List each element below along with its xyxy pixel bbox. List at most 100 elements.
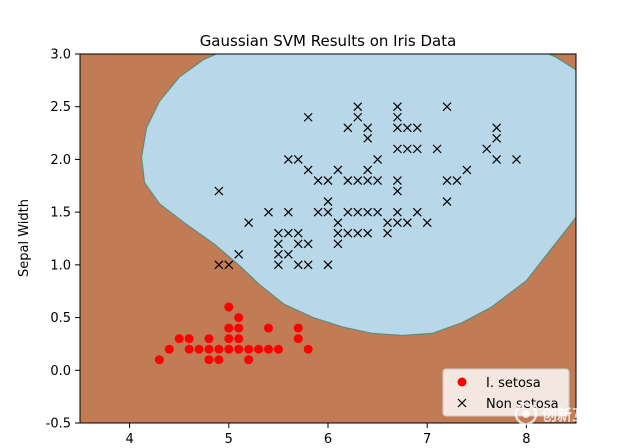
non-setosa-point (363, 123, 373, 133)
y-tick-label: 2.0 (50, 153, 71, 168)
setosa-point (154, 355, 164, 365)
non-setosa-point (323, 207, 333, 217)
setosa-point (204, 334, 214, 344)
non-setosa-point (422, 218, 432, 228)
non-setosa-point (363, 165, 373, 175)
non-setosa-point (303, 165, 313, 175)
non-setosa-point (402, 144, 412, 154)
non-setosa-point (393, 144, 402, 154)
setosa-point (214, 344, 224, 354)
watermark-logo: 创新互联 (514, 402, 603, 426)
non-setosa-point (482, 144, 492, 154)
non-setosa-point (303, 239, 313, 249)
setosa-point (214, 355, 224, 365)
setosa-point (293, 334, 303, 344)
y-axis: -0.5 0.0 0.5 1.0 1.5 2.0 2.5 3.0 (46, 48, 80, 432)
non-setosa-point (363, 133, 373, 143)
setosa-point (184, 334, 194, 344)
x-tick-label: 8 (522, 432, 530, 447)
x-tick-label: 6 (324, 432, 332, 447)
non-setosa-point (452, 176, 462, 185)
non-setosa-point (462, 165, 472, 175)
setosa-point (273, 344, 283, 354)
non-setosa-point (363, 207, 373, 217)
legend-box (442, 368, 570, 417)
non-setosa-point (393, 112, 402, 122)
watermark-icon (514, 402, 538, 426)
non-setosa-point (343, 123, 353, 133)
legend-setosa-marker (457, 377, 467, 387)
setosa-point (303, 344, 313, 354)
x-tick-label: 5 (225, 432, 233, 447)
non-setosa-point (343, 176, 353, 185)
non-setosa-point (412, 123, 422, 133)
non-setosa-point (402, 218, 412, 228)
non-setosa-region (140, 54, 576, 337)
setosa-point (234, 313, 244, 323)
non-setosa-point (323, 197, 333, 207)
non-setosa-point (273, 249, 283, 259)
non-setosa-point (393, 186, 402, 196)
setosa-point (174, 334, 184, 344)
y-tick-label: 2.5 (50, 100, 71, 115)
non-setosa-point (353, 112, 363, 122)
non-setosa-point (393, 218, 402, 228)
non-setosa-point (244, 218, 254, 228)
non-setosa-point (373, 155, 383, 164)
non-setosa-point (283, 207, 293, 217)
non-setosa-point (273, 228, 283, 238)
setosa-point (224, 302, 234, 312)
non-setosa-point (492, 133, 502, 143)
non-setosa-point (432, 144, 442, 154)
non-setosa-point (512, 155, 521, 164)
non-setosa-point (412, 207, 422, 217)
non-setosa-point (224, 260, 234, 270)
non-setosa-point (293, 228, 303, 238)
non-setosa-point (333, 165, 343, 175)
non-setosa-point (353, 102, 363, 112)
non-setosa-point (333, 228, 343, 238)
non-setosa-point (293, 239, 303, 249)
non-setosa-point (234, 249, 244, 259)
setosa-point (224, 344, 234, 354)
setosa-point (204, 355, 214, 365)
non-setosa-point (313, 176, 323, 185)
setosa-point (234, 323, 244, 333)
setosa-point (293, 323, 303, 333)
setosa-point (234, 334, 244, 344)
non-setosa-point (273, 260, 283, 270)
setosa-point (244, 355, 254, 365)
setosa-point (164, 344, 174, 354)
chart-title: Gaussian SVM Results on Iris Data (200, 32, 457, 50)
x-tick-label: 4 (125, 432, 133, 447)
non-setosa-point (393, 123, 402, 133)
setosa-point (234, 344, 244, 354)
non-setosa-point (293, 155, 303, 164)
non-setosa-point (402, 123, 412, 133)
non-setosa-point (492, 123, 502, 133)
non-setosa-point (442, 102, 452, 112)
non-setosa-point (323, 176, 333, 185)
non-setosa-point (393, 176, 402, 185)
non-setosa-point (273, 239, 283, 249)
non-setosa-point (333, 239, 343, 249)
non-setosa-point (373, 207, 383, 217)
non-setosa-point (343, 207, 353, 217)
non-setosa-point (383, 228, 392, 238)
y-tick-label: 0.0 (50, 364, 71, 379)
setosa-point (224, 323, 234, 333)
non-setosa-point (442, 197, 452, 207)
non-setosa-point (214, 260, 224, 270)
setosa-point (204, 344, 214, 354)
non-setosa-point (363, 176, 373, 185)
non-setosa-point (353, 228, 363, 238)
non-setosa-point (313, 207, 323, 217)
points-layer (154, 102, 521, 365)
setosa-point (263, 344, 273, 354)
legend-setosa-label: I. setosa (486, 376, 541, 391)
non-setosa-point (353, 176, 363, 185)
y-tick-label: -0.5 (46, 417, 71, 432)
setosa-point (194, 344, 204, 354)
setosa-point (254, 344, 264, 354)
